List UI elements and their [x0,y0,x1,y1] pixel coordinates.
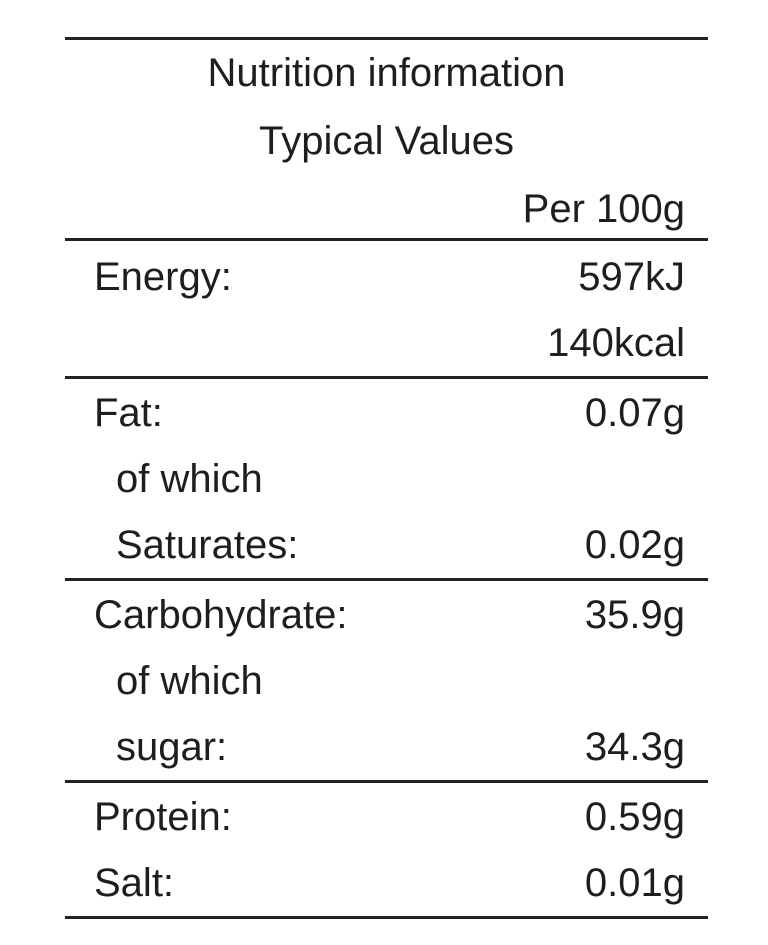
rule [65,376,708,379]
rule [65,780,708,783]
row-label: sugar: [116,725,228,769]
rule [65,578,708,581]
row-value: 140kcal [547,321,685,365]
rule [65,916,708,919]
row-label: Fat: [94,391,163,435]
row-value: 0.02g [584,523,685,567]
rule [65,238,708,241]
row-label: Protein: [94,795,232,839]
title: Nutrition information [207,51,566,95]
subtitle: Typical Values [259,119,514,163]
row-label: Energy: [94,255,232,299]
row-label: Saturates: [116,523,299,567]
row-value: 0.07g [584,391,685,435]
column-header: Per 100g [522,187,685,231]
row-value: 34.3g [584,725,685,769]
row-value: 35.9g [584,593,685,637]
row-label: of which [116,457,263,501]
row-label: Carbohydrate: [94,593,348,637]
row-label: of which [116,659,263,703]
row-value: 597kJ [578,255,685,299]
rule [65,37,708,40]
row-value: 0.59g [584,795,685,839]
row-label: Salt: [94,861,175,905]
row-value: 0.01g [584,861,685,905]
